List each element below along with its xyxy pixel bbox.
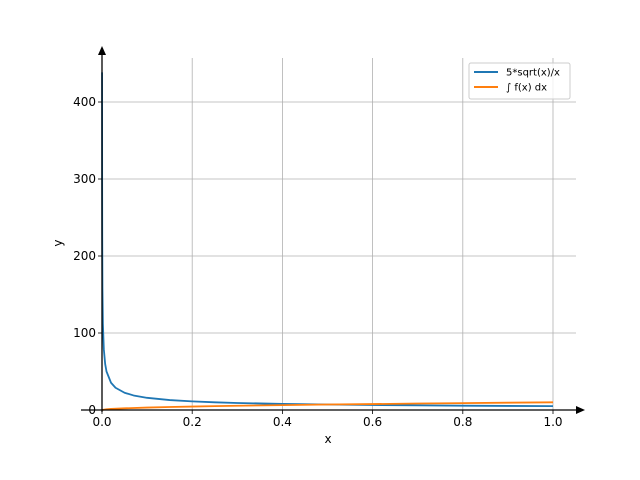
legend-label-2: ∫ f(x) dx	[506, 83, 547, 94]
y-tick-label: 400	[73, 95, 96, 109]
grid	[102, 58, 576, 410]
legend: 5*sqrt(x)/x ∫ f(x) dx	[468, 62, 571, 100]
series-line-1	[101, 72, 554, 408]
y-tick-label: 200	[73, 249, 96, 263]
y-tick-label: 0	[88, 403, 96, 417]
y-tick-label: 300	[73, 172, 96, 186]
y-tick-label: 100	[73, 326, 96, 340]
x-tick-label: 0.4	[273, 415, 292, 429]
x-axis-title: x	[324, 432, 331, 446]
x-tick-label: 0.8	[453, 415, 472, 429]
legend-label-1: 5*sqrt(x)/x	[506, 68, 560, 79]
axes	[81, 46, 585, 414]
series-line-2	[101, 401, 554, 411]
y-axis-title: y	[51, 239, 65, 246]
series-lines	[101, 72, 554, 411]
x-axis-arrow-icon	[576, 406, 585, 414]
x-tick-label: 1.0	[543, 415, 562, 429]
x-tick-label: 0.2	[183, 415, 202, 429]
x-tick-label: 0.0	[92, 415, 111, 429]
x-tick-label: 0.6	[363, 415, 382, 429]
y-axis-arrow-icon	[98, 46, 106, 55]
ticks: 0.0 0.2 0.4 0.6 0.8 1.0 0 100 200 300 400	[73, 95, 562, 429]
